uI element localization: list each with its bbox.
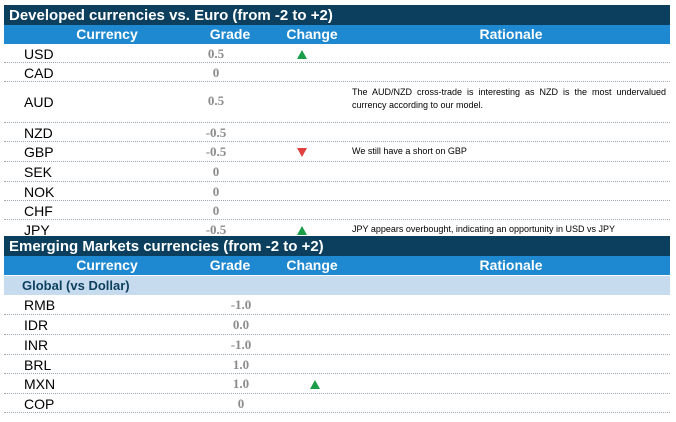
currency-cell: IDR [24, 317, 49, 333]
arrow-up-icon [297, 226, 307, 235]
currency-cell: BRL [24, 357, 52, 373]
group-label: Global (vs Dollar) [4, 276, 670, 295]
currency-cell: NOK [24, 184, 55, 200]
currency-cell: AUD [24, 94, 54, 110]
currency-cell: CHF [24, 203, 53, 219]
column-currency: Currency [76, 257, 138, 273]
column-rationale: Rationale [479, 257, 543, 273]
column-currency: Currency [76, 26, 138, 42]
table-row: NZD -0.5 [4, 123, 670, 142]
column-change: Change [286, 257, 338, 273]
table-row: RMB -1.0 [4, 295, 670, 315]
emerging-column-header: Currency Grade Change Rationale [4, 256, 670, 275]
grade-cell: 0 [212, 203, 220, 218]
arrow-up-icon [297, 50, 307, 59]
grade-cell: -0.5 [205, 144, 227, 159]
grade-cell: 0.0 [232, 317, 250, 332]
emerging-section-title: Emerging Markets currencies (from -2 to … [4, 236, 670, 258]
developed-section-title: Developed currencies vs. Euro (from -2 t… [4, 5, 670, 27]
arrow-up-icon [310, 380, 320, 389]
grade-cell: -0.5 [205, 222, 227, 237]
grade-cell: 1.0 [232, 357, 250, 372]
currency-cell: GBP [24, 144, 54, 160]
rationale-cell: The AUD/NZD cross-trade is interesting a… [352, 87, 666, 110]
arrow-down-icon [297, 148, 307, 157]
column-grade: Grade [209, 257, 251, 273]
developed-column-header: Currency Grade Change Rationale [4, 25, 670, 44]
currency-cell: JPY [24, 222, 50, 238]
grade-cell: -0.5 [205, 125, 227, 140]
table-row: AUD 0.5 The AUD/NZD cross-trade is interes… [4, 82, 670, 123]
grade-cell: 0 [237, 396, 245, 411]
currency-cell: INR [24, 337, 49, 353]
currency-cell: NZD [24, 125, 53, 141]
rationale-cell: We still have a short on GBP [352, 146, 467, 156]
grade-cell: 1.0 [232, 376, 250, 391]
currency-cell: USD [24, 46, 54, 62]
table-row: CAD 0 [4, 63, 670, 82]
table-row: CHF 0 [4, 201, 670, 220]
table-row: NOK 0 [4, 182, 670, 201]
grade-cell: 0 [212, 65, 220, 80]
table-row: INR -1.0 [4, 335, 670, 355]
currency-cell: SEK [24, 164, 53, 180]
table-row: BRL 1.0 [4, 355, 670, 374]
grade-cell: 0.5 [207, 93, 225, 108]
table-row: SEK 0 [4, 162, 670, 182]
grade-cell: 0 [212, 184, 220, 199]
grade-cell: -1.0 [230, 337, 252, 352]
currency-cell: COP [24, 396, 55, 412]
table-row: IDR 0.0 [4, 315, 670, 335]
currency-cell: RMB [24, 297, 56, 313]
table-row: GBP -0.5 We still have a short on GBP [4, 142, 670, 162]
grade-cell: -1.0 [230, 297, 252, 312]
currency-cell: CAD [24, 65, 54, 81]
column-grade: Grade [209, 26, 251, 42]
table-row: COP 0 [4, 394, 670, 413]
rationale-cell: JPY appears overbought, indicating an op… [352, 224, 615, 234]
column-rationale: Rationale [479, 26, 543, 42]
table-row: USD 0.5 [4, 44, 670, 63]
grade-cell: 0.5 [207, 46, 225, 61]
grade-cell: 0 [212, 164, 220, 179]
currency-cell: MXN [24, 376, 56, 392]
column-change: Change [286, 26, 338, 42]
table-row: MXN 1.0 [4, 374, 670, 394]
